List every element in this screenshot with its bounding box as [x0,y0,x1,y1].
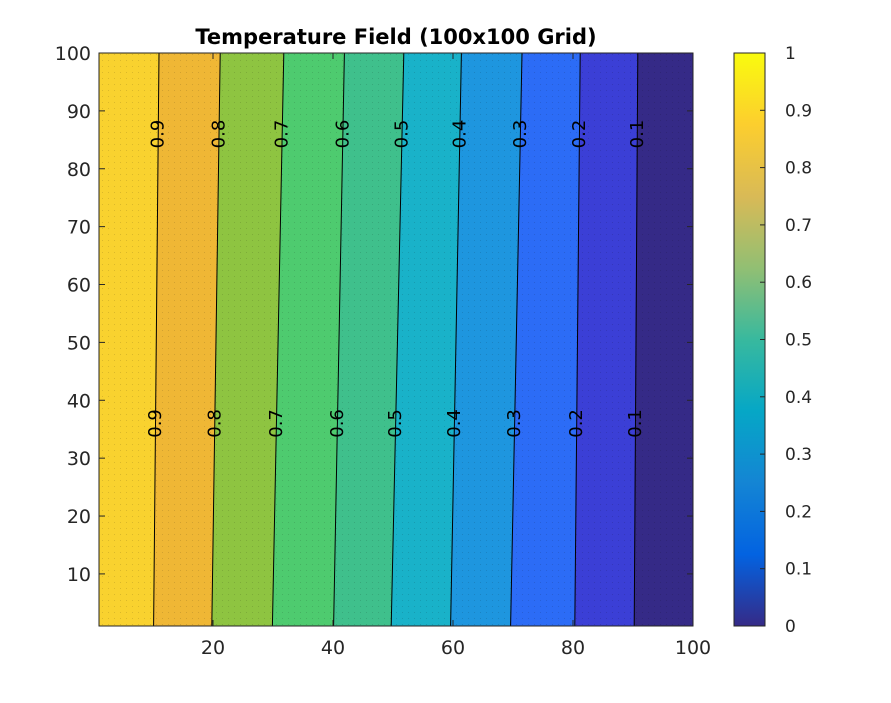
grid-point-overlay [99,53,693,626]
colorbar-tick-label: 0.9 [785,101,812,121]
y-tick-label: 60 [67,275,91,297]
colorbar-tick-label: 0.2 [785,502,812,522]
contour-label: 0.5 [392,120,413,149]
x-tick-label: 40 [321,637,345,659]
contour-label: 0.4 [449,120,470,149]
colorbar-gradient [733,52,766,627]
y-tick-label: 70 [67,217,91,239]
chart-title: Temperature Field (100x100 Grid) [195,25,596,49]
contour-line [271,52,285,627]
contour-label: 0.2 [566,409,587,438]
colorbar-tick-label: 0.8 [785,159,812,179]
contour-labels: 0.1 0.1 0.2 0.2 0.3 0.3 0.4 0.4 0.5 0.5 0.6 0.6 0.7 0… [145,120,648,438]
y-tick-label: 90 [67,101,91,123]
colorbar: 0 0.1 0.2 0.3 0.4 0.5 0.6 0.7 0.8 0.9 1 [733,44,812,637]
contour-label: 0.7 [272,120,293,149]
contour-label: 0.6 [332,120,353,149]
contour-label: 0.7 [266,409,287,438]
contour-label: 0.2 [569,120,590,149]
contour-lines [153,52,639,627]
contour-line [153,52,160,627]
contour-line [633,52,639,627]
y-tick-label: 100 [55,43,91,65]
y-axis-ticks: 10 20 30 40 50 60 70 80 90 100 [55,43,693,586]
contour-label: 0.8 [209,120,230,149]
axes-box [98,52,694,627]
contour-label: 0.3 [510,120,531,149]
y-tick-label: 30 [67,448,91,470]
x-axis-ticks: 20 40 60 80 100 [201,53,711,659]
contour-label: 0.3 [504,409,525,438]
contour-label: 0.1 [625,409,646,438]
contour-line [450,52,462,627]
colorbar-ticks: 0 0.1 0.2 0.3 0.4 0.5 0.6 0.7 0.8 0.9 1 [760,44,812,637]
contour-label: 0.9 [145,409,166,438]
x-tick-label: 100 [675,637,711,659]
contour-label: 0.4 [444,409,465,438]
contour-label: 0.6 [327,409,348,438]
y-tick-label: 80 [67,159,91,181]
x-tick-label: 80 [561,637,585,659]
contour-label: 0.9 [148,120,169,149]
colorbar-tick-label: 0.3 [785,445,812,465]
contour-line [574,52,581,627]
colorbar-tick-label: 0.4 [785,388,812,408]
y-tick-label: 40 [67,390,91,412]
plot-area: 0.1 0.1 0.2 0.2 0.3 0.3 0.4 0.4 0.5 0.5 0.6 0.6 0.7 0… [98,52,694,627]
contour-label: 0.8 [204,409,225,438]
y-tick-label: 10 [67,564,91,586]
contour-line [390,52,405,627]
colorbar-tick-label: 0 [785,617,796,637]
y-tick-label: 50 [67,332,91,354]
colorbar-tick-label: 0.7 [785,216,812,236]
colorbar-tick-label: 1 [785,44,796,64]
contour-line [211,52,221,627]
colorbar-tick-label: 0.6 [785,273,812,293]
contour-label: 0.1 [627,120,648,149]
contour-line [333,52,345,627]
x-tick-label: 60 [441,637,465,659]
colorbar-tick-label: 0.5 [785,331,812,351]
contour-line [510,52,523,627]
colorbar-tick-label: 0.1 [785,560,812,580]
contour-label: 0.5 [385,409,406,438]
x-tick-label: 20 [201,637,225,659]
y-tick-label: 20 [67,506,91,528]
